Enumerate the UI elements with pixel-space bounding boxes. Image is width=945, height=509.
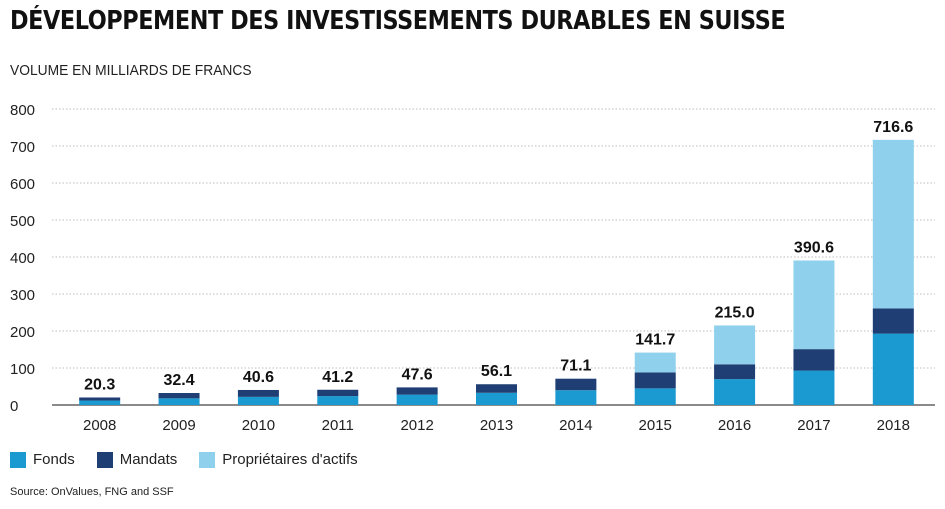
bar-2009-segment-1 bbox=[158, 393, 200, 399]
total-label-2010: 40.6 bbox=[243, 369, 274, 386]
x-tick-label-2014: 2014 bbox=[559, 417, 592, 434]
bar-2015-segment-2 bbox=[634, 352, 676, 373]
legend: Fonds Mandats Propriétaires d'actifs bbox=[10, 451, 380, 468]
source-note: Source: OnValues, FNG and SSF bbox=[10, 486, 174, 498]
bar-2014-segment-1 bbox=[555, 378, 597, 391]
bar-2016-segment-0 bbox=[714, 379, 756, 405]
bars bbox=[79, 139, 914, 405]
y-tick-label: 400 bbox=[10, 250, 35, 267]
chart-subtitle: VOLUME EN MILLIARDS DE FRANCS bbox=[10, 62, 252, 79]
bar-2013-segment-0 bbox=[476, 392, 517, 405]
y-tick-label: 300 bbox=[10, 287, 35, 304]
total-label-2014: 71.1 bbox=[560, 358, 591, 375]
bar-2008-segment-1 bbox=[79, 397, 121, 401]
bar-2016-segment-1 bbox=[714, 364, 756, 380]
x-tick-label-2011: 2011 bbox=[322, 417, 354, 434]
bar-2011-segment-0 bbox=[317, 396, 359, 405]
total-label-2011: 41.2 bbox=[322, 369, 353, 386]
bar-2015-segment-1 bbox=[634, 372, 676, 389]
bar-2018-segment-0 bbox=[872, 333, 914, 405]
total-label-2016: 215.0 bbox=[715, 304, 755, 321]
bar-2017-segment-0 bbox=[793, 370, 835, 405]
bar-2012-segment-1 bbox=[396, 387, 438, 395]
bar-2013-segment-1 bbox=[476, 384, 517, 393]
x-tick-label-2009: 2009 bbox=[162, 417, 195, 434]
legend-swatch-fonds bbox=[10, 451, 26, 468]
bar-2012-segment-0 bbox=[396, 394, 438, 405]
y-tick-label: 700 bbox=[10, 139, 35, 156]
x-tick-label-2015: 2015 bbox=[639, 417, 672, 434]
x-tick-label-2013: 2013 bbox=[480, 417, 513, 434]
legend-label-fonds: Fonds bbox=[33, 451, 75, 468]
legend-swatch-mandats bbox=[96, 451, 113, 468]
bar-2017-segment-1 bbox=[793, 349, 835, 371]
total-label-2012: 47.6 bbox=[402, 366, 433, 383]
x-tick-label-2010: 2010 bbox=[242, 417, 275, 434]
x-tick-label-2012: 2012 bbox=[400, 417, 433, 434]
total-label-2015: 141.7 bbox=[635, 332, 675, 349]
x-tick-label-2008: 2008 bbox=[83, 417, 116, 434]
y-tick-label: 600 bbox=[10, 176, 35, 193]
y-tick-label: 500 bbox=[10, 213, 35, 230]
total-labels: 20.3 32.4 40.6 41.2 47.6 56.1 71.1 141.7 215.0 39… bbox=[84, 119, 913, 394]
total-label-2009: 32.4 bbox=[163, 372, 194, 389]
legend-label-proprietaires: Propriétaires d'actifs bbox=[222, 451, 358, 468]
bar-2018-segment-2 bbox=[872, 139, 914, 309]
x-tick-label-2017: 2017 bbox=[797, 417, 830, 434]
legend-swatch-proprietaires bbox=[199, 451, 216, 468]
bar-2009-segment-0 bbox=[158, 398, 200, 405]
stacked-bar-chart: 0 100 200 300 400 500 600 700 800 20.3 32.4 40.6 41… bbox=[10, 102, 935, 434]
bar-2016-segment-2 bbox=[714, 325, 756, 365]
bar-2017-segment-2 bbox=[793, 260, 835, 350]
x-axis-ticks: 2008 2009 2010 2011 2012 2013 2014 2015 2016 2017… bbox=[83, 417, 910, 434]
y-tick-label: 100 bbox=[10, 361, 35, 378]
legend-item-mandats: Mandats bbox=[96, 451, 178, 468]
bar-2018-segment-1 bbox=[872, 308, 914, 334]
bar-2014-segment-0 bbox=[555, 390, 597, 405]
chart-title: DÉVELOPPEMENT DES INVESTISSEMENTS DURABL… bbox=[10, 6, 786, 36]
legend-item-fonds: Fonds bbox=[10, 451, 75, 468]
y-tick-label: 0 bbox=[10, 398, 18, 415]
legend-item-proprietaires: Propriétaires d'actifs bbox=[199, 451, 358, 468]
x-tick-label-2016: 2016 bbox=[718, 417, 751, 434]
bar-2010-segment-0 bbox=[237, 396, 279, 405]
y-tick-label: 800 bbox=[10, 102, 35, 119]
total-label-2018: 716.6 bbox=[873, 119, 913, 136]
x-tick-label-2018: 2018 bbox=[877, 417, 910, 434]
bar-2015-segment-0 bbox=[634, 388, 676, 405]
total-label-2008: 20.3 bbox=[84, 376, 115, 393]
legend-label-mandats: Mandats bbox=[119, 451, 178, 468]
total-label-2013: 56.1 bbox=[481, 363, 512, 380]
bar-2011-segment-1 bbox=[317, 389, 359, 397]
y-tick-label: 200 bbox=[10, 324, 35, 341]
total-label-2017: 390.6 bbox=[794, 239, 834, 256]
y-axis-ticks: 0 100 200 300 400 500 600 700 800 bbox=[10, 102, 35, 415]
bar-2010-segment-1 bbox=[237, 389, 279, 397]
bar-2008-segment-0 bbox=[79, 400, 121, 405]
